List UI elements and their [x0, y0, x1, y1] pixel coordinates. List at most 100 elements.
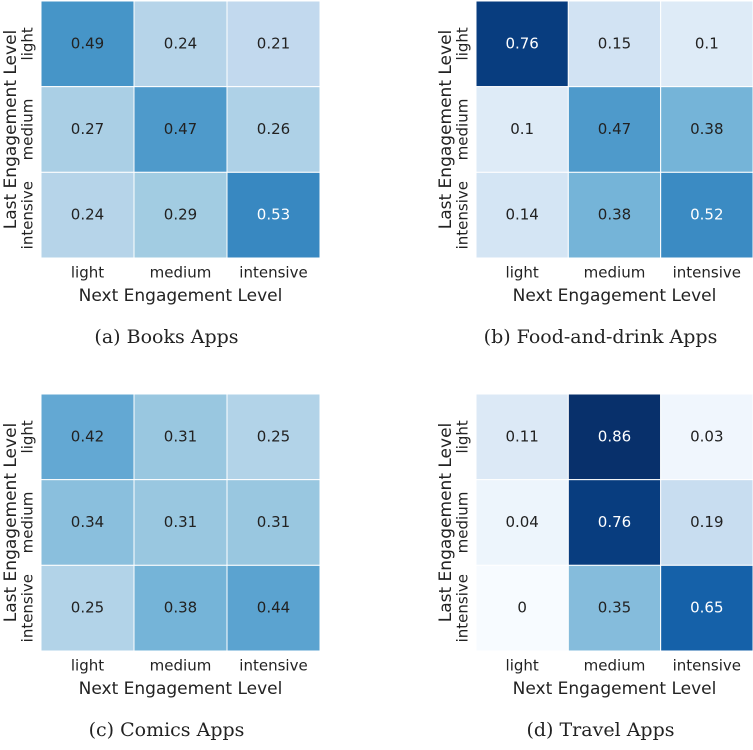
- heatmap-cell: [475, 479, 569, 566]
- cell-value: 0.14: [505, 206, 538, 224]
- cell-value: 0.47: [598, 120, 631, 138]
- cell-value: 0.65: [690, 599, 723, 617]
- y-axis-label: Last Engagement Level: [436, 30, 456, 230]
- cell-value: 0.1: [510, 120, 534, 138]
- x-tick-label: intensive: [673, 657, 741, 675]
- cell-value: 0.21: [257, 34, 290, 52]
- cell-value: 0.29: [164, 206, 197, 224]
- cell-value: 0.03: [690, 427, 723, 445]
- cell-value: 0.26: [257, 120, 290, 138]
- cell-value: 0.27: [71, 120, 104, 138]
- x-tick-label: light: [506, 264, 539, 282]
- cell-value: 0.76: [505, 34, 538, 52]
- y-tick-label: medium: [19, 99, 37, 161]
- heatmap-cell: [226, 393, 321, 481]
- y-axis-label: Last Engagement Level: [1, 423, 21, 623]
- heatmap-cell: [660, 393, 753, 481]
- x-tick-label: medium: [584, 657, 646, 675]
- y-tick-label: intensive: [19, 574, 37, 642]
- cell-value: 0.25: [257, 427, 290, 445]
- cell-value: 0.34: [71, 513, 104, 531]
- cell-value: 0.53: [257, 206, 290, 224]
- heatmap-cell: [133, 171, 228, 259]
- y-tick-label: light: [19, 420, 37, 453]
- heatmap-cell: [475, 564, 569, 652]
- heatmap-cell: [226, 0, 321, 88]
- heatmap-cell: [226, 86, 321, 173]
- cell-value: 0.38: [598, 206, 631, 224]
- x-tick-label: medium: [150, 264, 212, 282]
- heatmap-cell: [40, 393, 135, 481]
- cell-value: 0.42: [71, 427, 104, 445]
- y-axis-label: Last Engagement Level: [1, 30, 21, 230]
- heatmap-cell: [226, 564, 321, 652]
- heatmap-cell: [660, 171, 753, 259]
- y-tick-label: medium: [19, 492, 37, 554]
- x-tick-label: intensive: [673, 264, 741, 282]
- x-tick-label: light: [71, 264, 104, 282]
- cell-value: 0.86: [598, 427, 631, 445]
- cell-value: 0.24: [71, 206, 104, 224]
- heatmap-cell: [475, 171, 569, 259]
- cell-value: 0: [517, 599, 527, 617]
- heatmap-cell: [226, 171, 321, 259]
- cell-value: 0.52: [690, 206, 723, 224]
- caption: (a) Books Apps: [94, 326, 238, 348]
- x-tick-label: medium: [150, 657, 212, 675]
- heatmap-cell: [40, 564, 135, 652]
- x-tick-label: light: [71, 657, 104, 675]
- x-axis-label: Next Engagement Level: [79, 286, 283, 306]
- cell-value: 0.38: [690, 120, 723, 138]
- caption: (c) Comics Apps: [89, 719, 245, 741]
- cell-value: 0.04: [505, 513, 538, 531]
- heatmap-cell: [133, 479, 228, 566]
- y-tick-label: light: [19, 27, 37, 60]
- heatmap-cell: [40, 171, 135, 259]
- heatmap-cell: [660, 0, 753, 88]
- heatmap-cell: [567, 171, 662, 259]
- x-tick-label: medium: [584, 264, 646, 282]
- heatmap-cell: [40, 0, 135, 88]
- y-axis-label: Last Engagement Level: [436, 423, 456, 623]
- heatmap-cell: [660, 564, 753, 652]
- cell-value: 0.19: [690, 513, 723, 531]
- caption: (b) Food-and-drink Apps: [484, 326, 718, 348]
- heatmap-cell: [567, 393, 662, 481]
- x-tick-label: intensive: [239, 657, 307, 675]
- cell-value: 0.31: [164, 513, 197, 531]
- y-tick-label: intensive: [454, 574, 472, 642]
- cell-value: 0.1: [695, 34, 719, 52]
- heatmap-cell: [133, 0, 228, 88]
- x-axis-label: Next Engagement Level: [79, 679, 283, 699]
- cell-value: 0.24: [164, 34, 197, 52]
- cell-value: 0.25: [71, 599, 104, 617]
- y-tick-label: intensive: [454, 181, 472, 249]
- heatmap-cell: [567, 479, 662, 566]
- y-tick-label: light: [454, 27, 472, 60]
- cell-value: 0.31: [257, 513, 290, 531]
- x-axis-label: Next Engagement Level: [513, 679, 717, 699]
- cell-value: 0.31: [164, 427, 197, 445]
- x-axis-label: Next Engagement Level: [513, 286, 717, 306]
- heatmap-cell: [660, 479, 753, 566]
- cell-value: 0.11: [505, 427, 538, 445]
- cell-value: 0.76: [598, 513, 631, 531]
- heatmap-cell: [475, 86, 569, 173]
- cell-value: 0.49: [71, 34, 104, 52]
- heatmap-cell: [567, 564, 662, 652]
- heatmap-cell: [133, 393, 228, 481]
- x-tick-label: intensive: [239, 264, 307, 282]
- y-tick-label: medium: [454, 492, 472, 554]
- caption: (d) Travel Apps: [526, 719, 674, 741]
- cell-value: 0.44: [257, 599, 290, 617]
- cell-value: 0.35: [598, 599, 631, 617]
- x-tick-label: light: [506, 657, 539, 675]
- heatmap-cell: [133, 86, 228, 173]
- heatmap-cell: [40, 86, 135, 173]
- cell-value: 0.15: [598, 34, 631, 52]
- cell-value: 0.38: [164, 599, 197, 617]
- y-tick-label: intensive: [19, 181, 37, 249]
- cell-value: 0.47: [164, 120, 197, 138]
- y-tick-label: light: [454, 420, 472, 453]
